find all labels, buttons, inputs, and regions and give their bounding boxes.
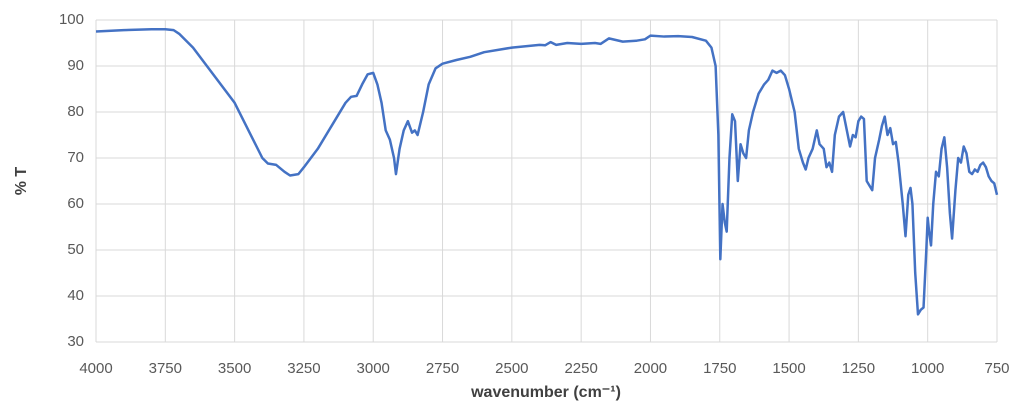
y-tick-label: 60 — [67, 195, 84, 212]
x-tick-label: 1500 — [772, 360, 805, 377]
x-tick-label: 3500 — [218, 360, 251, 377]
y-axis-label: % T — [13, 167, 30, 196]
spectrum-line — [95, 27, 999, 316]
x-tick-label: 2500 — [495, 360, 528, 377]
x-axis-label: wavenumber (cm⁻¹) — [470, 384, 621, 401]
x-tick-label: 4000 — [79, 360, 112, 377]
y-tick-label: 40 — [67, 287, 84, 304]
y-tick-label: 100 — [59, 11, 84, 28]
y-tick-label: 90 — [67, 57, 84, 74]
x-tick-label: 1250 — [842, 360, 875, 377]
x-tick-label: 3750 — [149, 360, 182, 377]
y-tick-label: 80 — [67, 103, 84, 120]
x-tick-label: 2250 — [564, 360, 597, 377]
x-tick-label: 2000 — [634, 360, 667, 377]
y-tick-label: 50 — [67, 241, 84, 258]
x-tick-label: 2750 — [426, 360, 459, 377]
y-tick-label: 70 — [67, 149, 84, 166]
x-tick-label: 3250 — [287, 360, 320, 377]
x-tick-label: 750 — [984, 360, 1009, 377]
x-tick-label: 1000 — [911, 360, 944, 377]
x-tick-label: 3000 — [357, 360, 390, 377]
x-tick-label: 1750 — [703, 360, 736, 377]
y-tick-label: 30 — [67, 333, 84, 350]
